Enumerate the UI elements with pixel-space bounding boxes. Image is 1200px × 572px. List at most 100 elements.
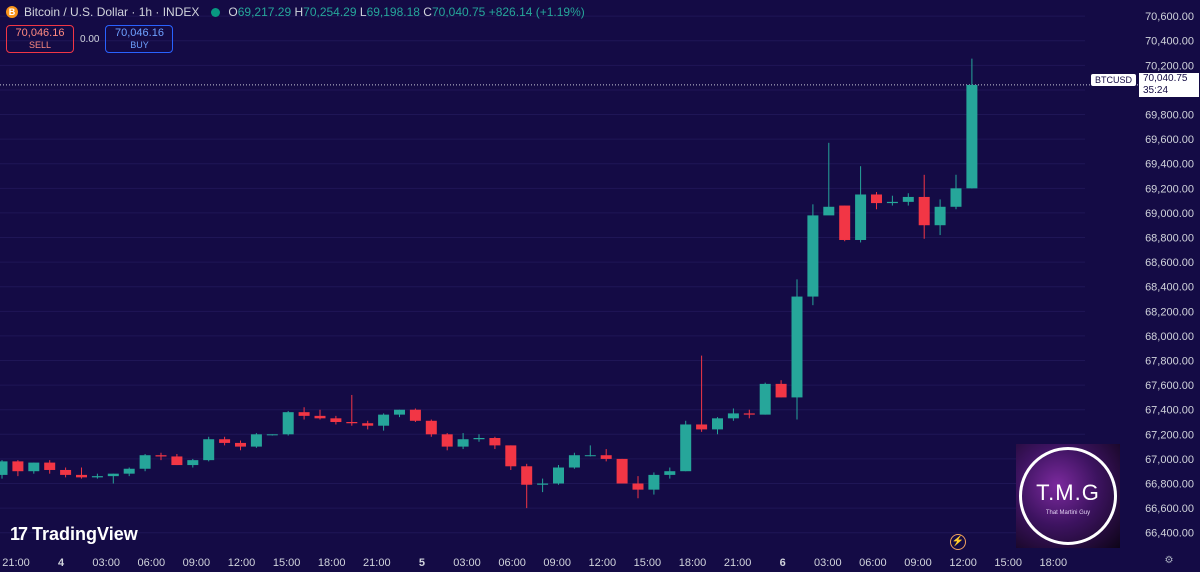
- x-tick-label: 03:00: [814, 557, 842, 569]
- chart-header: B Bitcoin / U.S. Dollar · 1h · INDEX O69…: [6, 5, 585, 19]
- y-tick-label: 67,000.00: [1145, 454, 1194, 466]
- change-value: +826.14 (+1.19%): [488, 5, 585, 19]
- candle-body: [791, 296, 803, 398]
- gear-icon[interactable]: ⚙: [1164, 555, 1174, 566]
- candle-body: [266, 434, 278, 436]
- spread-value: 0.00: [80, 33, 100, 45]
- candle-body: [521, 466, 533, 485]
- y-tick-label: 68,600.00: [1145, 257, 1194, 269]
- candle-body: [553, 467, 564, 484]
- close-value: 70,040.75: [431, 5, 486, 19]
- y-tick-label: 67,800.00: [1145, 356, 1194, 368]
- low-key: L: [359, 5, 367, 19]
- tmg-subtitle: That Martini Guy: [1045, 510, 1091, 516]
- candle-body: [823, 206, 835, 216]
- bar-countdown: 35:24: [1143, 85, 1169, 96]
- close-key: C: [423, 5, 432, 19]
- candle-body: [76, 474, 87, 478]
- candle-body: [584, 455, 596, 457]
- candle-body: [537, 483, 549, 485]
- trade-panel: 70,046.16 SELL 0.00 70,046.16 BUY: [6, 25, 174, 53]
- sell-label: SELL: [28, 40, 52, 50]
- tmg-ring: [1019, 447, 1117, 545]
- x-tick-label: 15:00: [273, 557, 301, 569]
- candle-body: [918, 196, 930, 226]
- candle-body: [441, 434, 453, 447]
- candle-body: [966, 84, 978, 189]
- y-tick-label: 68,800.00: [1145, 233, 1194, 245]
- y-tick-label: 68,200.00: [1145, 306, 1194, 318]
- sell-button[interactable]: 70,046.16 SELL: [6, 25, 74, 53]
- candle-body: [568, 455, 580, 468]
- candle-body: [696, 424, 708, 430]
- x-tick-label: 21:00: [363, 557, 391, 569]
- y-tick-label: 69,200.00: [1145, 183, 1194, 195]
- y-tick-label: 70,400.00: [1145, 36, 1194, 48]
- candle-body: [203, 439, 215, 461]
- open-value: 69,217.29: [237, 5, 292, 19]
- candle-body: [457, 439, 469, 447]
- candle-body: [123, 468, 135, 474]
- candle-body: [28, 462, 40, 472]
- high-key: H: [294, 5, 304, 19]
- candle-body: [616, 458, 628, 484]
- x-tick-label: 15:00: [994, 557, 1022, 569]
- candle-body: [330, 418, 342, 423]
- x-tick-label: 09:00: [543, 557, 571, 569]
- market-status-icon[interactable]: [211, 7, 221, 17]
- low-value: 69,198.18: [366, 5, 420, 19]
- x-tick-label: 09:00: [183, 557, 211, 569]
- candle-body: [600, 455, 612, 459]
- x-tick-label: 12:00: [228, 557, 256, 569]
- y-tick-label: 66,600.00: [1145, 503, 1194, 515]
- candle-body: [139, 455, 151, 469]
- candle-body: [855, 194, 867, 240]
- ohlc-readout: O69,217.29 H70,254.29 L69,198.18 C70,040…: [228, 5, 584, 19]
- candle-body: [473, 438, 485, 440]
- y-axis-ticks: 70,600.0070,400.0070,200.0070,000.0069,8…: [1145, 11, 1194, 540]
- high-value: 70,254.29: [303, 5, 357, 19]
- lightning-icon[interactable]: ⚡: [950, 534, 966, 550]
- candle-body: [362, 423, 374, 426]
- candle-body: [664, 471, 676, 475]
- x-tick-label: 4: [58, 557, 65, 569]
- candle-body: [0, 461, 8, 475]
- y-tick-label: 69,000.00: [1145, 208, 1194, 220]
- y-tick-label: 66,800.00: [1145, 479, 1194, 491]
- tmg-title: T.M.G: [1036, 480, 1100, 505]
- x-tick-label: 18:00: [1040, 557, 1068, 569]
- buy-button[interactable]: 70,046.16 BUY: [105, 25, 174, 53]
- tradingview-logo-icon: 17: [10, 524, 28, 544]
- candle-body: [409, 409, 421, 421]
- candle-body: [282, 412, 294, 435]
- candle-body: [871, 194, 882, 204]
- candle-body: [425, 420, 437, 435]
- sell-price: 70,046.16: [15, 27, 65, 39]
- candle-body: [775, 383, 787, 398]
- candle-body: [235, 442, 246, 447]
- candle-body: [727, 413, 739, 419]
- candle-body: [378, 414, 390, 426]
- tradingview-logo-text: TradingView: [32, 524, 138, 544]
- candle-body: [743, 413, 755, 415]
- x-tick-label: 12:00: [949, 557, 977, 569]
- y-tick-label: 69,400.00: [1145, 159, 1194, 171]
- open-key: O: [228, 5, 238, 19]
- candle-body: [250, 434, 262, 447]
- candle-body: [680, 424, 692, 472]
- x-tick-label: 21:00: [724, 557, 752, 569]
- x-tick-label: 21:00: [2, 557, 30, 569]
- tradingview-logo[interactable]: 17 TradingView: [10, 524, 138, 545]
- candle-body: [44, 462, 56, 470]
- candle-body: [187, 460, 199, 466]
- tmg-watermark: T.M.G That Martini Guy: [1016, 444, 1120, 548]
- y-tick-label: 70,600.00: [1145, 11, 1194, 23]
- candle-body: [839, 205, 851, 240]
- symbol-title[interactable]: Bitcoin / U.S. Dollar · 1h · INDEX: [24, 5, 200, 19]
- candle-body: [632, 483, 644, 490]
- x-tick-label: 15:00: [634, 557, 662, 569]
- candle-body: [934, 206, 946, 226]
- candle-body: [648, 474, 660, 490]
- candle-body: [394, 409, 405, 415]
